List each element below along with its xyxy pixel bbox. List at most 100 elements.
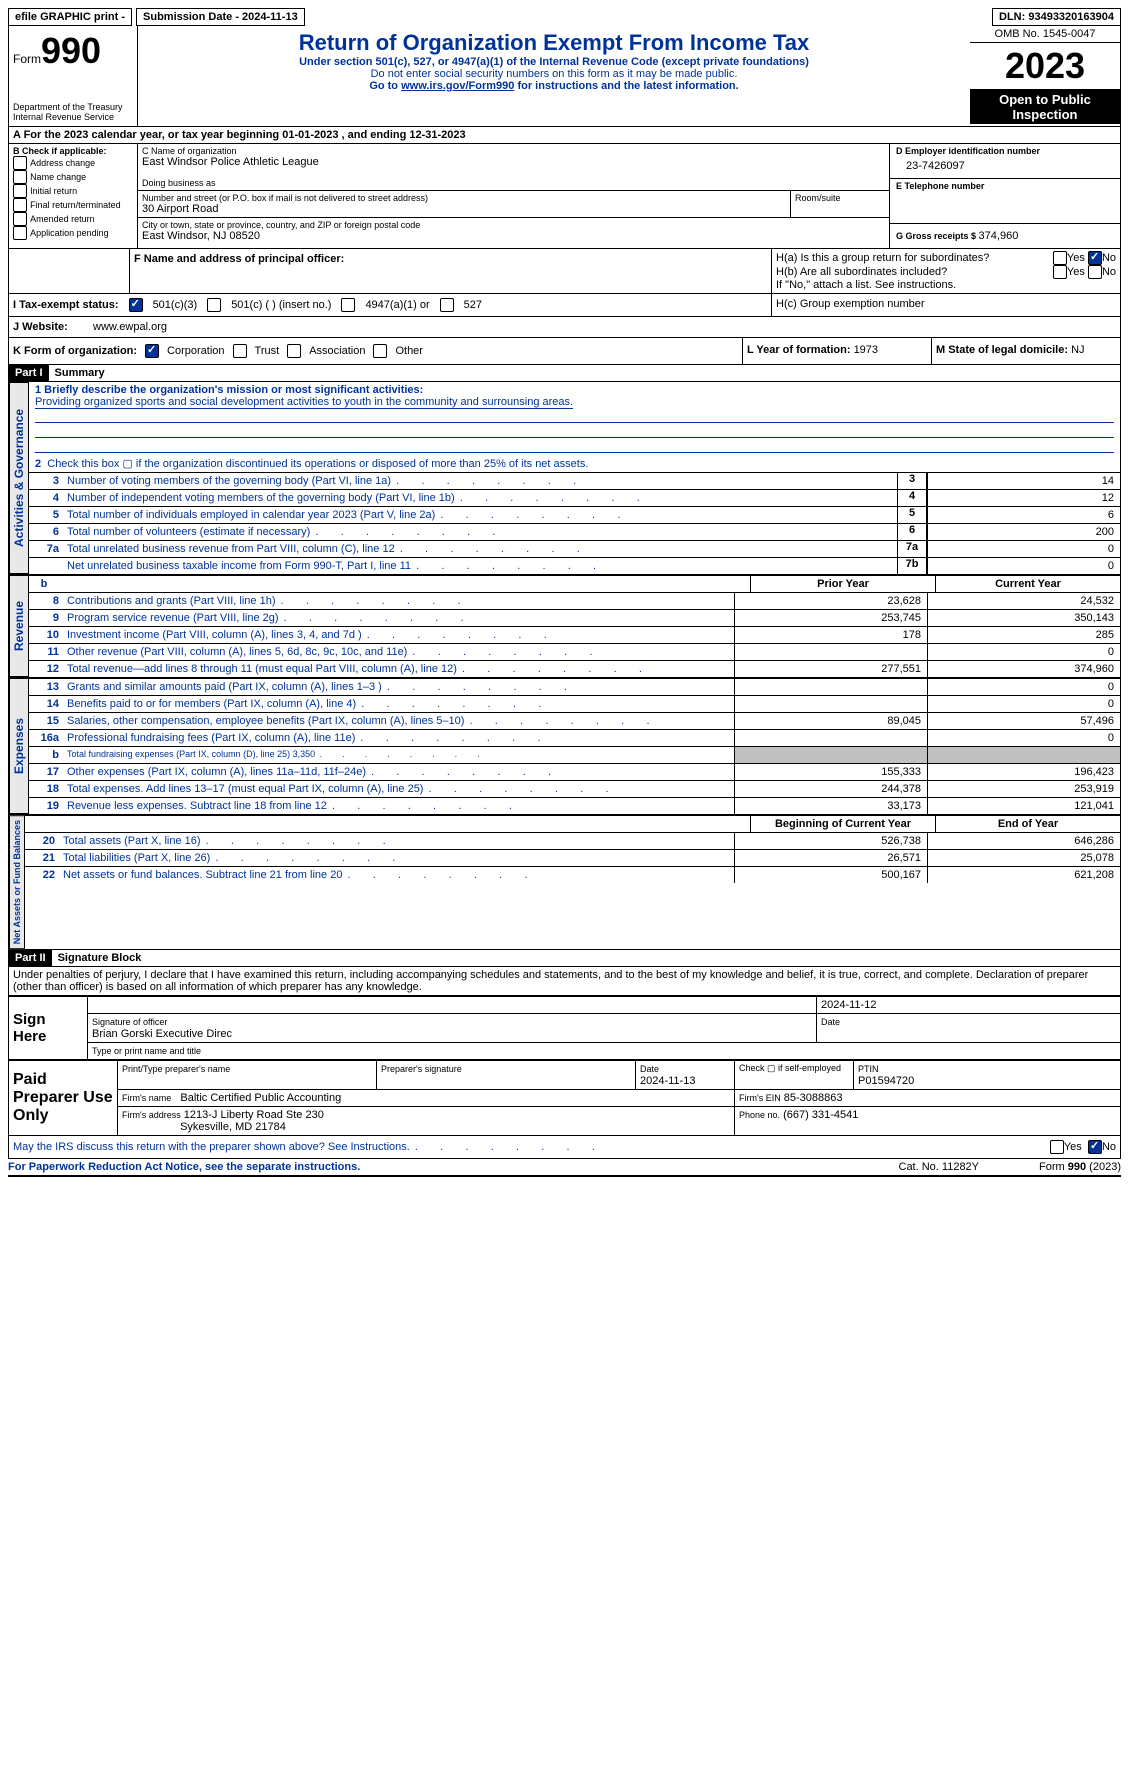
summary-row: 7a Total unrelated business revenue from… [29,540,1120,557]
form-label: Form [13,52,41,66]
summary-row: 17 Other expenses (Part IX, column (A), … [29,763,1120,780]
cb-4947[interactable] [341,298,355,312]
sign-date: 2024-11-12 [817,997,1121,1014]
summary-row: 13 Grants and similar amounts paid (Part… [29,678,1120,695]
part2-header: Part II Signature Block [8,950,1121,967]
officer-label: F Name and address of principal officer: [134,253,344,265]
summary-row: 21 Total liabilities (Part X, line 26) 2… [25,849,1120,866]
cat-no: Cat. No. 11282Y [899,1161,980,1173]
tax-year-begin: 01-01-2023 [282,129,338,141]
org-name-label: C Name of organization [142,146,885,156]
cb-ha-yes[interactable] [1053,251,1067,265]
form-footer: Form 990 (2023) [1039,1161,1121,1173]
summary-row: Net unrelated business taxable income fr… [29,557,1120,574]
opt-501c: 501(c) ( ) (insert no.) [231,299,331,311]
form990-link[interactable]: www.irs.gov/Form990 [401,80,514,92]
open-inspection: Open to Public Inspection [970,90,1120,124]
cb-other[interactable] [373,344,387,358]
cb-final-return[interactable] [13,198,27,212]
ptin-label: PTIN [858,1064,879,1074]
box-b: B Check if applicable: Address change Na… [9,144,138,248]
vtab-revenue: Revenue [9,575,29,677]
submission-date: Submission Date - 2024-11-13 [136,8,305,26]
firm-phone: (667) 331-4541 [783,1109,858,1121]
domicile-label: M State of legal domicile: [936,344,1071,356]
cb-discuss-no[interactable] [1088,1140,1102,1154]
website-label: J Website: [13,321,93,333]
note2-post: for instructions and the latest informat… [514,80,738,92]
opt-address-change: Address change [30,158,95,168]
summary-row: 14 Benefits paid to or for members (Part… [29,695,1120,712]
dept-treasury: Department of the Treasury [13,102,133,112]
cb-trust[interactable] [233,344,247,358]
tax-exempt-label: I Tax-exempt status: [13,299,119,311]
cb-527[interactable] [440,298,454,312]
firm-phone-label: Phone no. [739,1110,780,1120]
gross-label: G Gross receipts $ [896,231,979,241]
cb-hb-yes[interactable] [1053,265,1067,279]
form-header: Form990 Department of the Treasury Inter… [8,26,1121,127]
cb-address-change[interactable] [13,156,27,170]
dept-irs: Internal Revenue Service [13,112,133,122]
ptin: P01594720 [858,1075,914,1087]
opt-application-pending: Application pending [30,228,109,238]
street-label: Number and street (or P.O. box if mail i… [142,193,786,203]
box-c: C Name of organization East Windsor Poli… [138,144,889,248]
h-b-note: If "No," attach a list. See instructions… [776,279,1116,291]
opt-amended-return: Amended return [30,214,95,224]
cb-discuss-yes[interactable] [1050,1140,1064,1154]
perjury-declaration: Under penalties of perjury, I declare th… [8,967,1121,996]
part1-title: Summary [49,365,1120,381]
prep-date: 2024-11-13 [640,1075,695,1087]
form-note2: Go to www.irs.gov/Form990 for instructio… [146,80,962,92]
cb-name-change[interactable] [13,170,27,184]
cb-application-pending[interactable] [13,226,27,240]
vtab-governance: Activities & Governance [9,382,29,574]
preparer-name-label: Print/Type preparer's name [122,1064,230,1074]
cb-corporation[interactable] [145,344,159,358]
opt-501c3: 501(c)(3) [153,299,198,311]
summary-row: 12 Total revenue—add lines 8 through 11 … [29,660,1120,677]
line-a-pre: A For the 2023 calendar year, or tax yea… [13,129,282,141]
hdr-prior-year: Prior Year [750,576,935,592]
summary-row: 4 Number of independent voting members o… [29,489,1120,506]
prep-date-label: Date [640,1064,659,1074]
h-c-label: H(c) Group exemption number [776,298,925,310]
hdr-current-year: Current Year [935,576,1120,592]
h-b-label: H(b) Are all subordinates included? [776,266,1053,278]
ein-label: D Employer identification number [896,146,1114,156]
cb-amended-return[interactable] [13,212,27,226]
cb-association[interactable] [287,344,301,358]
summary-row: 20 Total assets (Part X, line 16) 526,73… [25,832,1120,849]
top-bar: efile GRAPHIC print - Submission Date - … [8,8,1121,26]
summary-row: b Total fundraising expenses (Part IX, c… [29,746,1120,763]
ha-no: No [1102,252,1116,264]
part2-tag: Part II [9,950,52,966]
cb-501c3[interactable] [129,298,143,312]
tax-year: 2023 [970,43,1120,90]
sign-here-label: Sign Here [9,997,88,1060]
cb-501c[interactable] [207,298,221,312]
firm-name-label: Firm's name [122,1093,171,1103]
vtab-net-assets: Net Assets or Fund Balances [9,815,25,949]
cb-ha-no[interactable] [1088,251,1102,265]
mission-text: Providing organized sports and social de… [35,396,573,409]
note2-pre: Go to [369,80,401,92]
dln: DLN: 93493320163904 [992,8,1121,26]
website-val: www.ewpal.org [93,321,167,333]
opt-other: Other [395,345,423,357]
box-deg: D Employer identification number 23-7426… [889,144,1120,248]
cb-initial-return[interactable] [13,184,27,198]
firm-addr1: 1213-J Liberty Road Ste 230 [184,1109,324,1121]
firm-addr2: Sykesville, MD 21784 [180,1121,286,1133]
preparer-sig-label: Preparer's signature [381,1064,462,1074]
opt-name-change: Name change [30,172,86,182]
phone-label: E Telephone number [896,181,1114,191]
opt-corporation: Corporation [167,345,224,357]
efile-print: efile GRAPHIC print - [8,8,132,26]
cb-hb-no[interactable] [1088,265,1102,279]
sig-officer-label: Signature of officer [92,1017,167,1027]
opt-527: 527 [464,299,482,311]
gross-receipts: 374,960 [979,230,1019,242]
domicile: NJ [1071,344,1084,356]
